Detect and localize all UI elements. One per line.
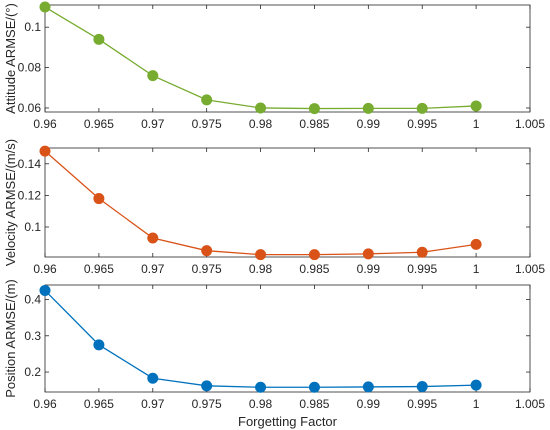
attitude-data-point	[470, 100, 482, 112]
position-data-point	[308, 381, 320, 393]
attitude-y-tick-label: 0.1	[24, 20, 41, 34]
position-y-tick-label: 0.3	[24, 329, 41, 343]
position-x-tick-label: 0.99	[357, 397, 381, 411]
attitude-x-tick-label: 0.985	[299, 117, 329, 131]
position-y-axis-label: Position ARMSE/(m)	[3, 279, 18, 397]
attitude-data-point	[416, 102, 428, 114]
velocity-y-tick-label: 0.1	[24, 220, 41, 234]
velocity-data-point	[201, 245, 213, 257]
position-x-tick-label: 0.965	[84, 397, 114, 411]
attitude-data-point	[39, 1, 51, 13]
position-x-tick-label: 0.985	[299, 397, 329, 411]
position-x-tick-label: 0.96	[33, 397, 57, 411]
attitude-x-tick-label: 0.96	[33, 117, 57, 131]
attitude-x-tick-label: 1.005	[515, 117, 545, 131]
attitude-x-tick-label: 0.975	[192, 117, 222, 131]
velocity-y-tick-label: 0.14	[18, 157, 42, 171]
attitude-data-point	[308, 103, 320, 115]
position-data-point	[255, 381, 267, 393]
position-x-tick-label: 0.975	[192, 397, 222, 411]
velocity-x-tick-label: 1	[473, 262, 480, 276]
velocity-data-point	[93, 193, 105, 205]
velocity-data-point	[470, 238, 482, 250]
velocity-x-tick-label: 0.975	[192, 262, 222, 276]
velocity-data-point	[147, 232, 159, 244]
attitude-data-point	[201, 94, 213, 106]
attitude-data-point	[93, 33, 105, 45]
position-data-point	[201, 380, 213, 392]
position-x-tick-label: 1	[473, 397, 480, 411]
position-axes-box	[44, 284, 531, 393]
attitude-x-tick-label: 1	[473, 117, 480, 131]
position-x-tick-label: 0.97	[141, 397, 165, 411]
velocity-data-point	[39, 145, 51, 157]
position-data-point	[39, 284, 51, 296]
position-data-point	[416, 381, 428, 393]
velocity-x-tick-label: 0.995	[407, 262, 437, 276]
position-data-point	[362, 381, 374, 393]
velocity-x-tick-label: 0.985	[299, 262, 329, 276]
attitude-x-tick-label: 0.965	[84, 117, 114, 131]
position-y-tick-label: 0.4	[24, 293, 41, 307]
attitude-y-tick-label: 0.06	[18, 101, 42, 115]
position-panel: 0.96 0.965 0.97 0.975 0.98 0.985 0.99 0.995 1 1.0…	[3, 279, 545, 429]
velocity-x-tick-label: 0.96	[33, 262, 57, 276]
velocity-y-tick-label: 0.12	[18, 188, 42, 202]
attitude-data-point	[362, 102, 374, 114]
position-y-tick-label: 0.2	[24, 365, 41, 379]
attitude-axes-box	[44, 4, 531, 113]
velocity-data-point	[416, 246, 428, 258]
velocity-data-point	[308, 249, 320, 261]
attitude-data-point	[147, 70, 159, 82]
velocity-data-point	[362, 248, 374, 260]
velocity-x-tick-label: 1.005	[515, 262, 545, 276]
velocity-x-tick-label: 0.965	[84, 262, 114, 276]
position-x-tick-label: 0.98	[249, 397, 273, 411]
attitude-x-tick-label: 0.995	[407, 117, 437, 131]
position-x-tick-label: 1.005	[515, 397, 545, 411]
attitude-y-axis-label: Attitude ARMSE/(°)	[3, 3, 18, 114]
position-data-point	[93, 339, 105, 351]
position-data-point	[470, 379, 482, 391]
velocity-x-tick-label: 0.99	[357, 262, 381, 276]
velocity-axes-box	[44, 147, 531, 258]
velocity-data-point	[255, 249, 267, 261]
attitude-x-tick-label: 0.98	[249, 117, 273, 131]
position-x-axis-label: Forgetting Factor	[238, 414, 338, 429]
position-x-tick-label: 0.995	[407, 397, 437, 411]
position-data-point	[147, 372, 159, 384]
velocity-panel: 0.96 0.965 0.97 0.975 0.98 0.985 0.99 0.995 1 1.0…	[3, 139, 545, 276]
velocity-y-axis-label: Velocity ARMSE/(m/s)	[3, 139, 18, 266]
attitude-panel: 0.96 0.965 0.97 0.975 0.98 0.985 0.99 0.995 1 1.0…	[3, 1, 545, 131]
velocity-x-tick-label: 0.97	[141, 262, 165, 276]
attitude-x-tick-label: 0.99	[357, 117, 381, 131]
attitude-data-point	[255, 102, 267, 114]
attitude-x-tick-label: 0.97	[141, 117, 165, 131]
velocity-x-tick-label: 0.98	[249, 262, 273, 276]
attitude-y-tick-label: 0.08	[18, 61, 42, 75]
